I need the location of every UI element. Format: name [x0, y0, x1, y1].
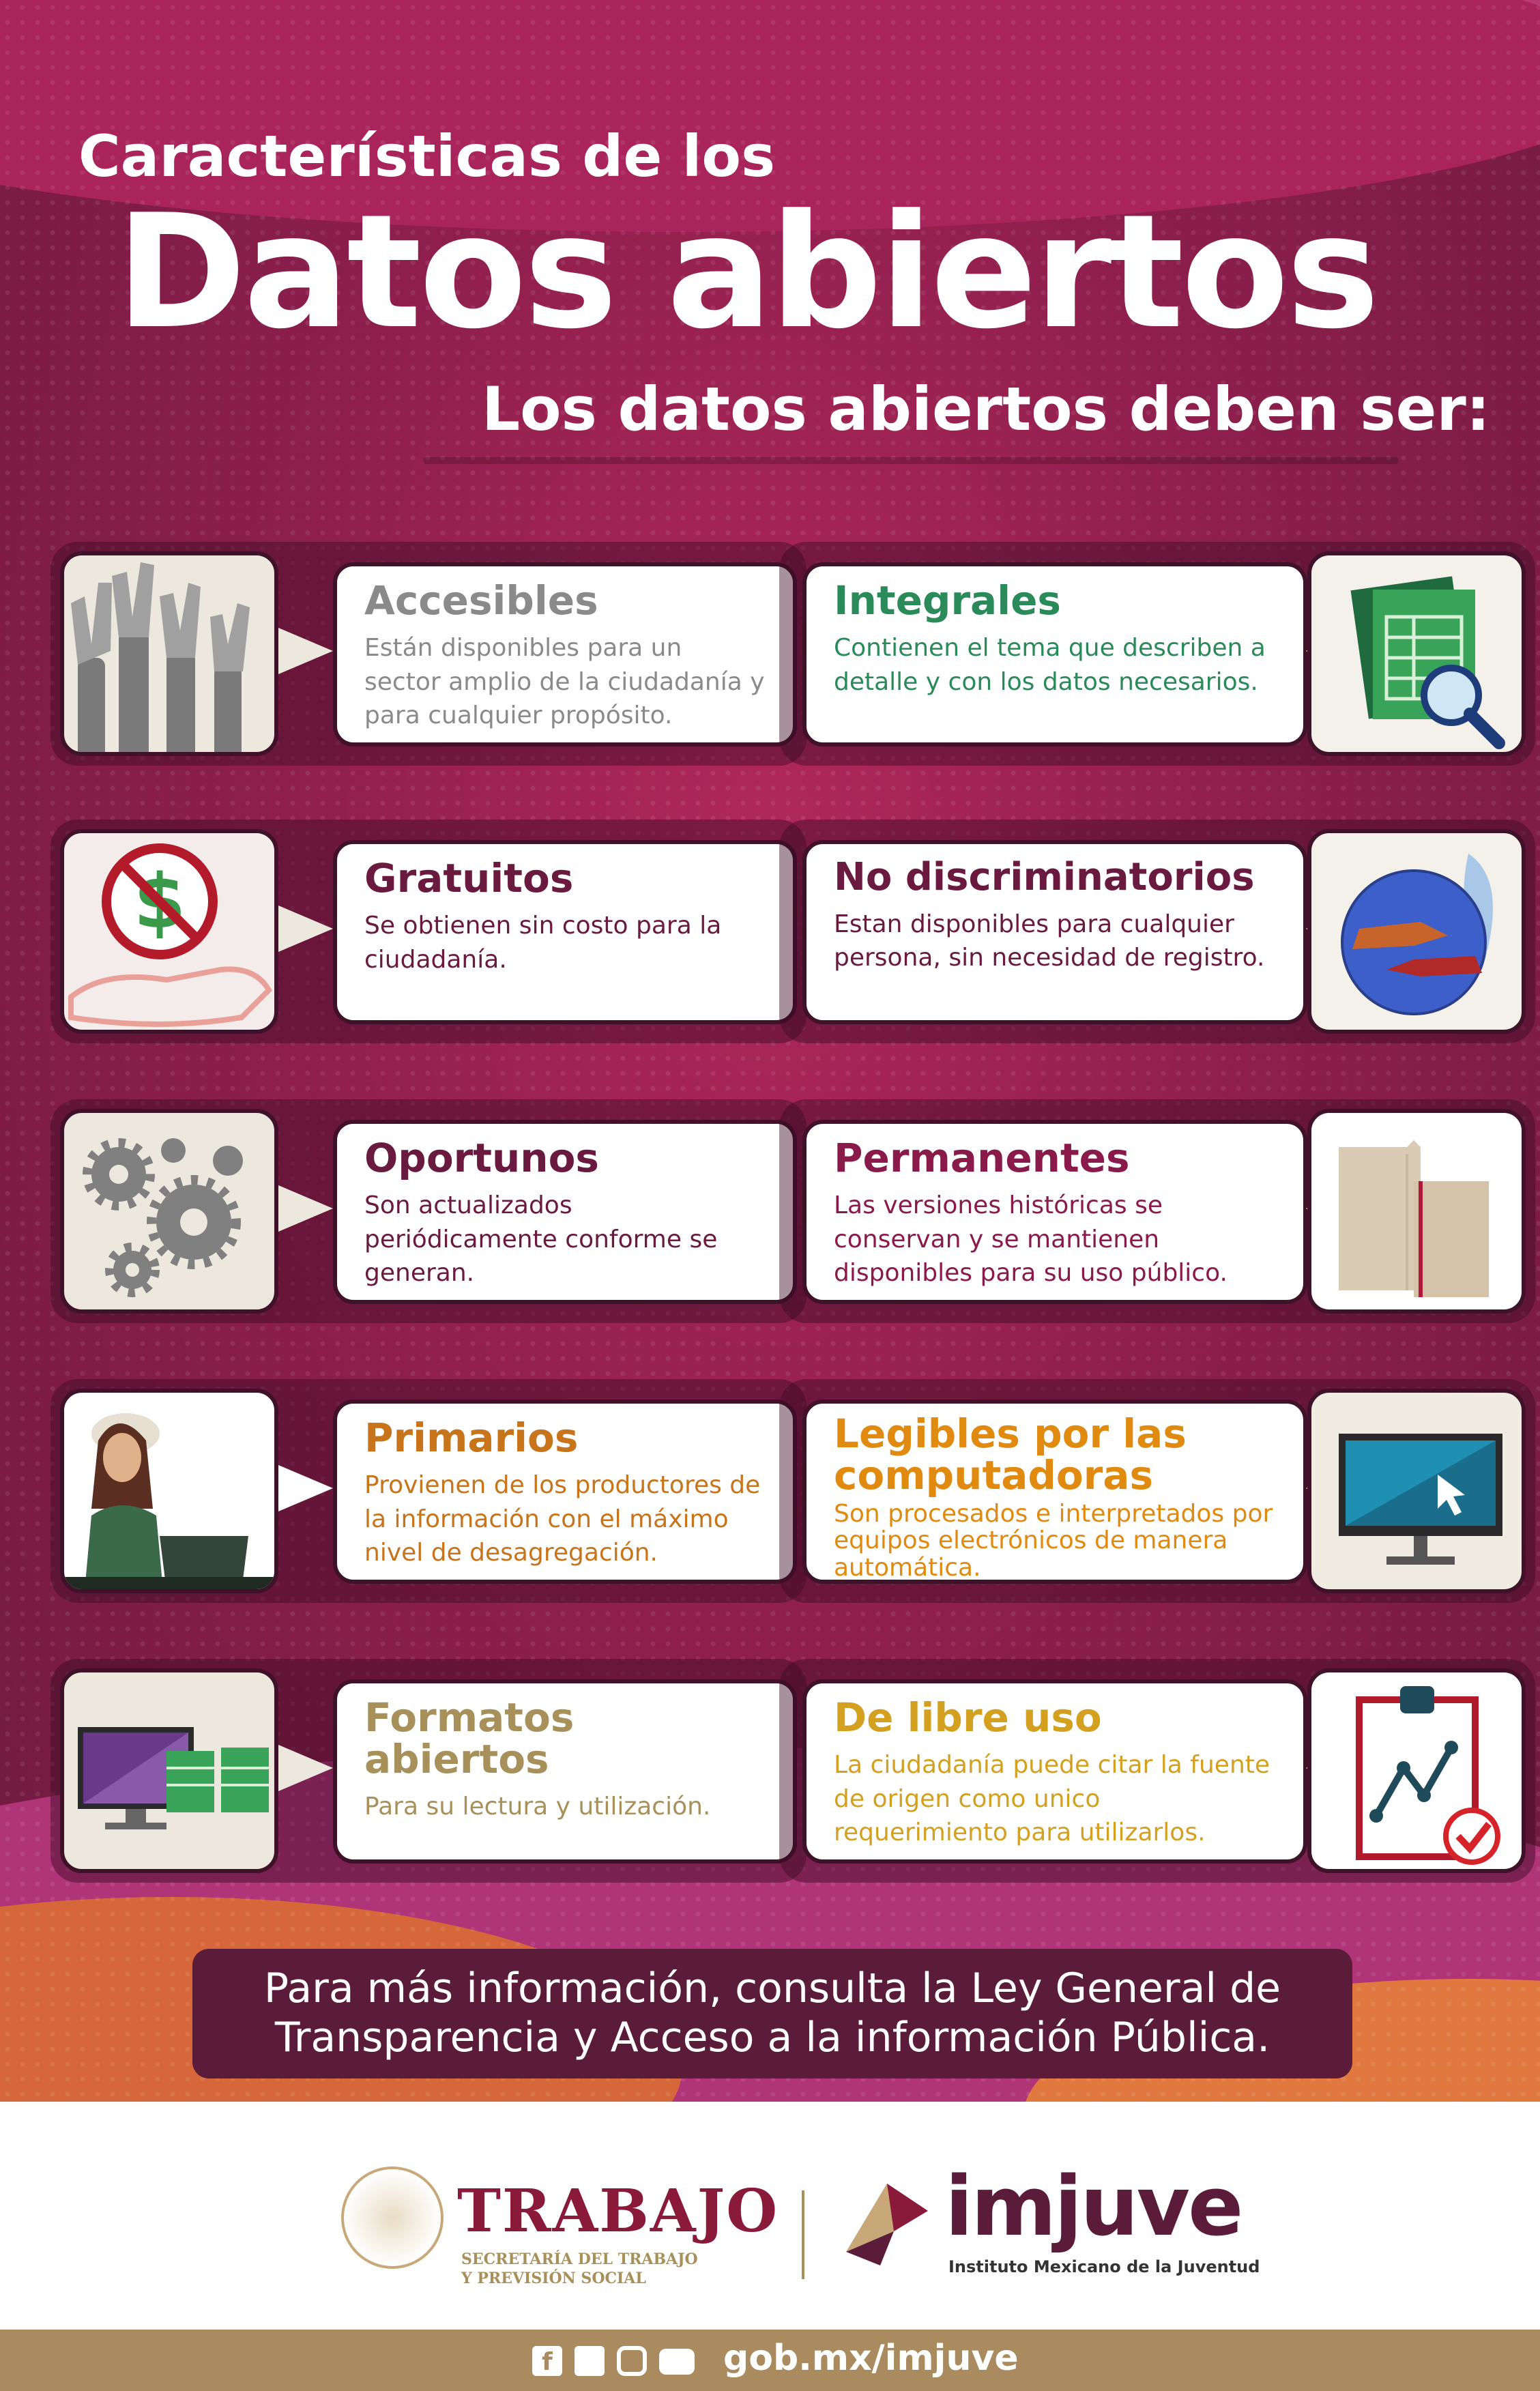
card-desc: Contienen el tema que describen a detall…	[834, 633, 1266, 696]
monitor-spreadsheets-icon	[60, 1668, 278, 1873]
imjuve-logo-icon	[839, 2170, 935, 2272]
monitor-cursor-icon	[1307, 1389, 1526, 1593]
no-money-hand-icon: $	[60, 829, 278, 1034]
card-accesibles: Accesibles Están disponibles para un sec…	[50, 542, 807, 766]
gears-icon	[60, 1109, 278, 1314]
youtube-icon[interactable]	[659, 2349, 695, 2375]
card-desc: Son procesados e interpretados por equip…	[834, 1499, 1273, 1582]
card-desc: Para su lectura y utilización.	[364, 1792, 711, 1821]
card-formatos-abiertos: Formatos abiertos Para su lectura y util…	[50, 1659, 807, 1883]
logo-divider	[802, 2190, 804, 2279]
seal-icon	[341, 2167, 444, 2269]
card-text-box: Legibles por las computadoras Son proces…	[802, 1400, 1307, 1584]
card-gratuitos: Gratuitos Se obtienen sin costo para la …	[50, 820, 807, 1043]
card-de-libre-uso: De libre uso La ciudadanía puede citar l…	[779, 1659, 1535, 1883]
card-desc: Se obtienen sin costo para la ciudadanía…	[364, 911, 722, 974]
header-subtitle: Los datos abiertos deben ser:	[482, 374, 1490, 444]
folders-icon	[1307, 1109, 1526, 1314]
card-text-box: De libre uso La ciudadanía puede citar l…	[802, 1679, 1307, 1864]
imjuve-subtitle: Instituto Mexicano de la Juventud	[948, 2257, 1260, 2276]
twitter-icon[interactable]	[575, 2346, 605, 2376]
card-desc: Están disponibles para un sector amplio …	[364, 633, 765, 730]
card-title: Gratuitos	[364, 855, 574, 901]
card-text-box: Integrales Contienen el tema que describ…	[802, 562, 1307, 747]
card-title: Oportunos	[364, 1135, 599, 1181]
card-text-box: Oportunos Son actualizados periódicament…	[333, 1120, 797, 1304]
card-desc: Provienen de los productores de la infor…	[364, 1470, 761, 1567]
logos-bar: TRABAJO SECRETARÍA DEL TRABAJO Y PREVISI…	[0, 2102, 1540, 2334]
card-desc: Estan disponibles para cualquier persona…	[834, 910, 1265, 972]
imjuve-title: imjuve	[945, 2160, 1243, 2255]
card-text-box: Formatos abiertos Para su lectura y util…	[333, 1679, 797, 1864]
card-text-box: Primarios Provienen de los productores d…	[333, 1400, 797, 1584]
header-underline	[423, 457, 1399, 464]
clipboard-chart-icon	[1307, 1668, 1526, 1873]
trabajo-subtitle-1: SECRETARÍA DEL TRABAJO	[461, 2250, 698, 2268]
header-small-title: Características de los	[78, 123, 776, 190]
card-title: Formatos abiertos	[364, 1694, 575, 1782]
hands-raised-icon	[60, 551, 278, 756]
facebook-icon[interactable]: f	[532, 2346, 562, 2376]
card-title: Accesibles	[364, 577, 598, 624]
trabajo-subtitle-2: Y PREVISIÓN SOCIAL	[461, 2270, 646, 2287]
card-title: Primarios	[364, 1415, 579, 1461]
poster: Características de los Datos abiertos Lo…	[0, 0, 1540, 2102]
card-integrales: Integrales Contienen el tema que describ…	[779, 542, 1535, 766]
social-url[interactable]: gob.mx/imjuve	[723, 2338, 1019, 2379]
woman-laptop-icon	[60, 1389, 278, 1593]
card-permanentes: Permanentes Las versiones históricas se …	[779, 1099, 1535, 1323]
card-legibles: Legibles por las computadoras Son proces…	[779, 1379, 1535, 1603]
header-big-title: Datos abiertos	[116, 182, 1380, 364]
instagram-icon[interactable]	[617, 2346, 647, 2376]
card-no-discriminatorios: No discriminatorios Estan disponibles pa…	[779, 820, 1535, 1043]
social-bar: f gob.mx/imjuve	[0, 2330, 1540, 2391]
magenta-wave-top	[0, 0, 1540, 232]
card-title: Permanentes	[834, 1135, 1130, 1181]
spreadsheet-magnifier-icon	[1307, 551, 1526, 756]
card-title: Integrales	[834, 577, 1061, 624]
card-title: No discriminatorios	[834, 855, 1255, 899]
globe-hands-icon	[1307, 829, 1526, 1034]
card-desc: Son actualizados periódicamente conforme…	[364, 1191, 718, 1288]
card-primarios: Primarios Provienen de los productores d…	[50, 1379, 807, 1603]
card-text-box: No discriminatorios Estan disponibles pa…	[802, 840, 1307, 1024]
card-title: De libre uso	[834, 1694, 1102, 1741]
card-oportunos: Oportunos Son actualizados periódicament…	[50, 1099, 807, 1323]
card-desc: La ciudadanía puede citar la fuente de o…	[834, 1750, 1270, 1847]
card-text-box: Gratuitos Se obtienen sin costo para la …	[333, 840, 797, 1024]
card-desc: Las versiones históricas se conservan y …	[834, 1191, 1227, 1288]
trabajo-title: TRABAJO	[457, 2177, 779, 2246]
footer-message: Para más información, consulta la Ley Ge…	[192, 1949, 1352, 2078]
card-text-box: Accesibles Están disponibles para un sec…	[333, 562, 797, 747]
card-title: Legibles por las computadoras	[834, 1410, 1187, 1498]
card-text-box: Permanentes Las versiones históricas se …	[802, 1120, 1307, 1304]
